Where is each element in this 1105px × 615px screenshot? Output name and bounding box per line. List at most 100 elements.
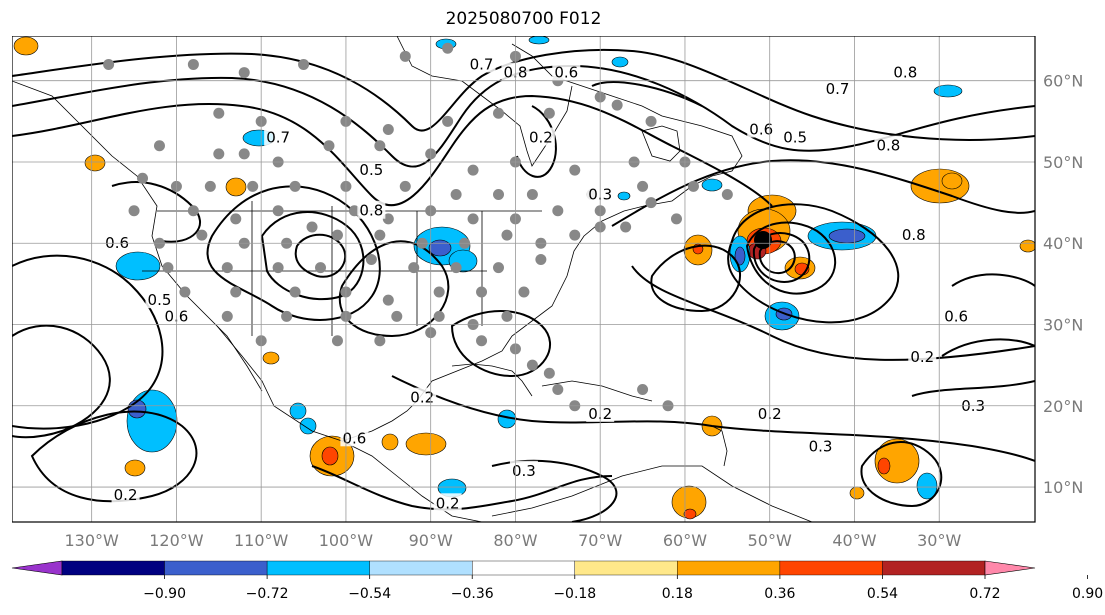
station-dot [272, 205, 284, 217]
storm-center-marker [754, 231, 772, 249]
station-dot [543, 107, 555, 119]
station-dot [306, 221, 318, 233]
station-dot [476, 335, 488, 347]
station-dot [103, 58, 115, 70]
colorbar-cell [164, 560, 268, 576]
station-dot [442, 115, 454, 127]
station-dot [382, 294, 394, 306]
contour-label: 0.8 [893, 64, 917, 82]
longitude-label: 40°W [832, 531, 876, 550]
station-dot [433, 286, 445, 298]
station-dot [187, 58, 199, 70]
colorbar-tick-label: 0.36 [764, 586, 795, 602]
station-dot [272, 262, 284, 274]
station-dot [450, 262, 462, 274]
contour-label: 0.8 [902, 226, 926, 244]
station-dot [399, 180, 411, 192]
contour-label: 0.5 [783, 129, 807, 147]
contour-label: 0.5 [359, 161, 383, 179]
latitude-label: 60°N [1043, 72, 1083, 91]
latitude-label: 30°N [1043, 316, 1083, 335]
station-dot [238, 148, 250, 160]
station-dot [543, 367, 555, 379]
station-dot [238, 67, 250, 79]
station-dot [535, 253, 547, 265]
station-dot [637, 180, 649, 192]
station-dot [552, 384, 564, 396]
station-dot [230, 286, 242, 298]
station-dot [137, 172, 149, 184]
contour-label: 0.8 [359, 202, 383, 220]
contour-label-bg [357, 160, 386, 179]
colorbar-cell [574, 560, 678, 576]
colorbar-tick-label: −0.36 [451, 586, 494, 602]
station-dot [476, 286, 488, 298]
colorbar-tick-label: 0.72 [969, 586, 1000, 602]
contour-label-bg [340, 428, 369, 447]
station-dot [374, 229, 386, 241]
latitude-labels: 60°N 50°N 40°N 30°N 20°N 10°N [1043, 72, 1083, 497]
station-dot [526, 359, 538, 371]
station-dot [687, 180, 699, 192]
station-dot [637, 384, 649, 396]
longitude-label: 120°W [149, 531, 204, 550]
contour-label: 0.8 [876, 137, 900, 155]
contour-label-bg [103, 233, 132, 252]
station-dot [289, 180, 301, 192]
station-dot [492, 107, 504, 119]
station-dot [213, 148, 225, 160]
longitude-label: 90°W [409, 531, 453, 550]
colorbar-extend-high [984, 560, 1036, 576]
map-frame [12, 36, 1036, 523]
contour-label-bg [891, 62, 920, 81]
longitude-label: 30°W [917, 531, 961, 550]
longitude-labels: 130°W 120°W 110°W 100°W 90°W 80°W 70°W 60°W 50°W… [64, 531, 961, 550]
longitude-label: 60°W [663, 531, 707, 550]
contour-label-bg [747, 119, 776, 138]
contour-label: 0.2 [436, 494, 460, 512]
contour-label-bg [111, 485, 140, 504]
station-dot [281, 310, 293, 322]
latitude-label: 20°N [1043, 397, 1083, 416]
station-dot [315, 262, 327, 274]
contour-label: 0.6 [342, 429, 366, 447]
station-dot [408, 262, 420, 274]
contour-label-bg [781, 127, 810, 146]
colorbar-cell [61, 560, 165, 576]
colorbar-tick-label: −0.54 [348, 586, 391, 602]
station-dot [221, 310, 233, 322]
colorbar-tick-label: −0.90 [143, 586, 186, 602]
station-dot [374, 140, 386, 152]
colorbar-cell [369, 560, 473, 576]
station-dot [374, 335, 386, 347]
station-dot [492, 188, 504, 200]
contour-labels: 0.7 0.5 0.8 0.7 0.6 0.2 0.3 0.8 0.6 0.5 0.7 0.8 0.8 0… [103, 54, 988, 512]
contour-label: 0.6 [944, 307, 968, 325]
station-dot [348, 205, 360, 217]
station-dot [569, 164, 581, 176]
colorbar-tick-label: −0.72 [246, 586, 289, 602]
colorbar-tick-label: 0.90 [1072, 586, 1103, 602]
contour-label: 0.3 [512, 462, 536, 480]
station-dot [645, 197, 657, 209]
contour-label: 0.6 [749, 120, 773, 138]
station-dot [552, 205, 564, 217]
station-dot [620, 221, 632, 233]
contour-label-bg [959, 395, 988, 414]
station-dot [323, 140, 335, 152]
latitude-label: 50°N [1043, 153, 1083, 172]
station-dot [467, 213, 479, 225]
contour-label: 0.7 [266, 129, 290, 147]
station-dot [442, 42, 454, 54]
contour-label-bg [264, 127, 293, 146]
station-dot [399, 50, 411, 62]
station-dot [645, 115, 657, 127]
contour-label-bg [908, 347, 937, 366]
gridlines [12, 36, 1035, 522]
station-dot [128, 205, 140, 217]
station-dot [391, 310, 403, 322]
colorbar-tick-label: −0.18 [553, 586, 596, 602]
station-dot [179, 286, 191, 298]
station-dot [382, 123, 394, 135]
colorbar: −0.90 −0.72 −0.54 −0.36 −0.18 0.18 0.36 0.54 0.7… [11, 560, 1103, 602]
